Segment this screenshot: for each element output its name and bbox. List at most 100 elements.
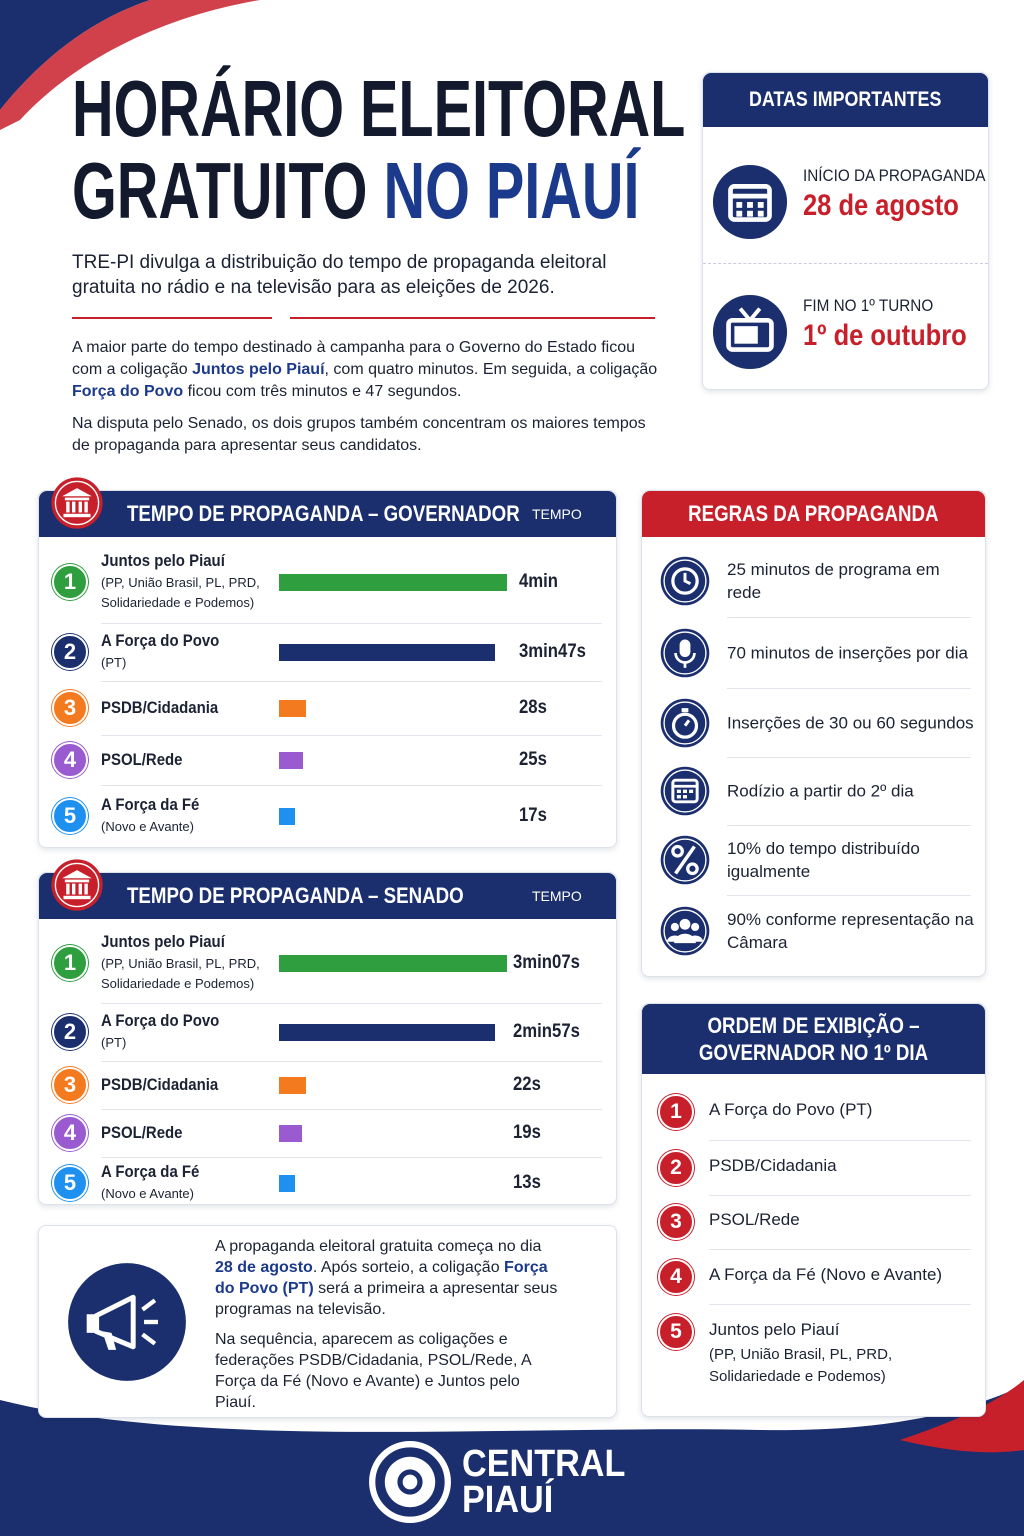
- party: PSOL/Rede: [101, 750, 301, 770]
- party: PSDB/Cidadania: [101, 1075, 301, 1095]
- rule-text: Inserções de 30 ou 60 segundos: [727, 713, 974, 732]
- party-name: Juntos pelo Piauí: [101, 932, 225, 951]
- rank-badge: 1: [52, 945, 88, 981]
- separator: [709, 1249, 971, 1250]
- rank-badge: 2: [52, 1014, 88, 1050]
- separator: [101, 623, 602, 624]
- rank-badge: 3: [658, 1204, 694, 1240]
- separator: [101, 1157, 602, 1158]
- date-icon: [711, 293, 789, 371]
- time-label: 19s: [513, 1122, 541, 1143]
- text-run: Na sequência, aparecem as coligações e f…: [215, 1331, 531, 1411]
- highlight: 28 de agosto: [215, 1259, 313, 1276]
- party: A Força da Fé (Novo e Avante): [101, 1162, 301, 1204]
- separator: [727, 825, 971, 826]
- title: HORÁRIO ELEITORAL GRATUITO NO PIAUÍ: [72, 68, 924, 232]
- bar: [279, 752, 303, 769]
- icon-graphic: [660, 628, 710, 677]
- time-label: 4min: [519, 571, 559, 592]
- party-detail: (PP, União Brasil, PL, PRD, Solidariedad…: [101, 956, 260, 991]
- party-detail: (PP, União Brasil, PL, PRD, Solidariedad…: [709, 1346, 893, 1385]
- title-line: HORÁRIO ELEITORAL: [72, 64, 686, 153]
- order-card: ORDEM DE EXIBIÇÃO – GOVERNADOR NO 1º DIA…: [641, 1003, 986, 1417]
- rule-text: Rodízio a partir do 2º dia: [727, 781, 914, 801]
- icon-graphic: [51, 477, 103, 529]
- party-name: PSOL/Rede: [101, 1123, 183, 1142]
- party-name: PSDB/Cidadania: [101, 698, 219, 717]
- header-icon: [50, 858, 104, 912]
- party-detail: (PP, União Brasil, PL, PRD, Solidariedad…: [101, 575, 260, 610]
- time-label: 13s: [513, 1172, 541, 1193]
- party: A Força do Povo (PT): [101, 1011, 301, 1053]
- separator: [727, 617, 971, 618]
- rank-badge: 2: [52, 634, 88, 670]
- separator: [101, 681, 602, 682]
- rank-badge: 5: [52, 1165, 88, 1201]
- title-part: GRATUITO: [72, 146, 368, 235]
- time-label: 25s: [519, 749, 547, 770]
- party-name: A Força da Fé (Novo e Avante): [709, 1264, 943, 1284]
- party-name: PSOL/Rede: [101, 750, 183, 769]
- separator: [101, 1003, 602, 1004]
- highlight: Força do Povo: [72, 383, 184, 400]
- separator: [101, 1109, 602, 1110]
- brand-line: CENTRAL: [462, 1443, 626, 1485]
- party-detail: (PT): [101, 1035, 127, 1050]
- header-text: TEMPO DE PROPAGANDA – SENADO: [127, 883, 464, 908]
- party-name: PSOL/Rede: [709, 1210, 800, 1229]
- party: Juntos pelo Piauí (PP, União Brasil, PL, …: [101, 551, 301, 613]
- rules-card: REGRAS DA PROPAGANDA 25 minutos de progra…: [641, 490, 986, 977]
- text-run: . Após sorteio, a coligação: [312, 1259, 505, 1276]
- separator: [703, 263, 988, 264]
- announcement-card: A propaganda eleitoral gratuita começa n…: [38, 1225, 617, 1418]
- column-header: TEMPO: [532, 888, 582, 904]
- icon-graphic: [660, 766, 710, 816]
- party-name: A Força do Povo (PT): [709, 1100, 873, 1119]
- column-header: TEMPO: [532, 506, 582, 522]
- order-entry: A Força da Fé (Novo e Avante): [709, 1265, 959, 1285]
- rank-badge: 3: [52, 690, 88, 726]
- text-run: Na disputa pelo Senado, os dois grupos t…: [72, 415, 646, 454]
- card-header: TEMPO DE PROPAGANDA – SENADO TEMPO: [39, 873, 616, 919]
- announcement-paragraph: A propaganda eleitoral gratuita começa n…: [215, 1236, 560, 1320]
- rank-badge: 3: [52, 1067, 88, 1103]
- separator: [709, 1304, 971, 1305]
- rule-icon: [658, 626, 712, 680]
- rule-icon: [658, 696, 712, 750]
- bar: [279, 808, 296, 825]
- date-label: FIM NO 1º TURNO: [803, 296, 934, 315]
- intro-paragraph: A maior parte do tempo destinado à campa…: [72, 337, 662, 403]
- icon-graphic: [369, 1441, 451, 1523]
- icon-graphic: [660, 906, 710, 956]
- date-value: 1º de outubro: [803, 319, 967, 352]
- card-header: REGRAS DA PROPAGANDA: [642, 491, 985, 537]
- party-name: PSDB/Cidadania: [101, 1075, 219, 1094]
- rule-text: 70 minutos de inserções por dia: [727, 643, 968, 662]
- bar: [279, 574, 507, 591]
- separator: [727, 895, 971, 896]
- header-icon: [50, 476, 104, 530]
- intro-paragraph: Na disputa pelo Senado, os dois grupos t…: [72, 413, 662, 457]
- text-run: A maior parte do tempo destinado à campa…: [72, 339, 636, 378]
- rank-badge: 2: [658, 1149, 694, 1186]
- icon-graphic: [712, 294, 788, 370]
- party-name: A Força da Fé: [101, 1162, 200, 1181]
- rank-badge: 4: [52, 1115, 88, 1151]
- bar: [279, 1125, 303, 1142]
- rank-badge: 1: [658, 1094, 694, 1130]
- party: PSOL/Rede: [101, 1123, 301, 1143]
- party: Juntos pelo Piauí (PP, União Brasil, PL, …: [101, 932, 301, 994]
- icon-graphic: [660, 556, 710, 606]
- time-label: 22s: [513, 1074, 541, 1095]
- party-detail: (Novo e Avante): [101, 819, 194, 834]
- bar: [279, 1024, 495, 1041]
- party-name: PSDB/Cidadania: [709, 1155, 837, 1175]
- separator: [727, 688, 971, 689]
- bar: [279, 1175, 295, 1192]
- governor-card: TEMPO DE PROPAGANDA – GOVERNADOR TEMPO 1 Ju…: [38, 490, 617, 848]
- order-entry: A Força do Povo (PT): [709, 1100, 959, 1120]
- bar: [279, 955, 507, 972]
- separator: [101, 1061, 602, 1062]
